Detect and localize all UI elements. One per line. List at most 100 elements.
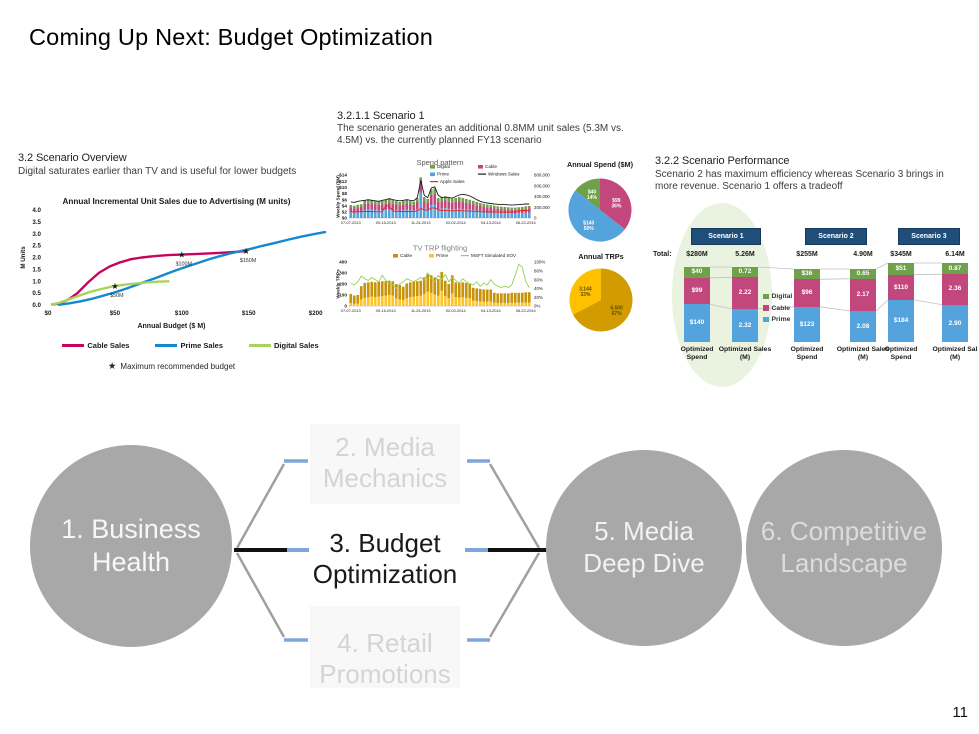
bar-cable [405, 203, 409, 210]
y2-tick-label: 400,000 [534, 194, 550, 199]
bar-segment-digital: 0.65 [850, 269, 876, 279]
bar-prime [461, 297, 465, 306]
bar-axis-label-line: Optimized Sales [836, 346, 890, 353]
bar-digital [506, 207, 510, 210]
bar-axis-label: Optimized Sales (M) [831, 346, 895, 362]
bar-prime [471, 210, 475, 218]
x-tick-label: $50 [110, 310, 121, 317]
x-tick-label: 11-24-2013 [411, 308, 431, 313]
bar-cable [496, 208, 500, 213]
series-cable-sales [50, 249, 248, 306]
line-apple-sales [350, 205, 530, 213]
bar-prime [405, 298, 409, 306]
bar-axis-label-line: Optimized [884, 346, 918, 353]
legend-item-cable: Cable [763, 305, 790, 312]
y-tick-label: $12 [339, 179, 347, 184]
x-tick-label: $200 [309, 310, 323, 317]
y-tick-label: 3.5 [32, 219, 41, 226]
bar-digital [496, 206, 500, 209]
chart-element: 33% [580, 292, 591, 298]
flow-step-label-line: 6. Competitive [760, 516, 928, 547]
scenario1-body: The scenario generates an additional 0.8… [337, 123, 624, 146]
bar-digital [394, 201, 398, 205]
bar-prime [363, 210, 367, 218]
bar-cable [510, 209, 514, 214]
bar-prime [471, 300, 475, 306]
bar-prime [475, 210, 479, 218]
bar-segment-prime: $140 [684, 304, 710, 342]
bar-prime [412, 296, 416, 306]
bar-cable [485, 207, 489, 212]
pie-title: Annual Spend ($M) [567, 160, 634, 169]
flow-step-label-line: Deep Dive [583, 548, 705, 578]
legend-item-prime: Prime [763, 316, 790, 323]
bar-prime [429, 205, 433, 218]
bar-digital [524, 206, 528, 209]
y2-tick-label: 100% [534, 260, 545, 265]
bar-prime [398, 210, 402, 218]
bar-cable [373, 204, 377, 211]
chart-element: $140 [583, 220, 594, 226]
bar-prime [363, 297, 367, 306]
bar-prime [468, 298, 472, 306]
y2-tick-label: 40% [534, 286, 543, 291]
legend-swatch [155, 344, 178, 347]
bar-prime [387, 209, 391, 218]
pie-slice-digital [575, 178, 600, 210]
bar-cable [468, 203, 472, 210]
bar-segment-cable: $110 [888, 274, 914, 300]
sales-total: 6.14M [945, 251, 965, 258]
bar-prime [387, 295, 391, 306]
bar-digital [489, 205, 493, 208]
bar-cable [447, 201, 451, 209]
y2-tick-label: 600,000 [534, 183, 550, 188]
spend-total: $345M [890, 251, 912, 258]
connector-line [913, 299, 943, 305]
bar-cable [412, 281, 416, 297]
bar-prime [520, 302, 524, 306]
bar-cable [391, 281, 395, 296]
bar-segment-prime: $184 [888, 299, 914, 342]
bar-cable [415, 202, 419, 210]
bar-prime [457, 208, 461, 218]
bar-digital [366, 199, 370, 204]
bar-cable [503, 209, 507, 214]
bar-cable [510, 292, 514, 303]
bar-digital [380, 200, 384, 205]
bar-digital [387, 198, 391, 203]
bar-prime [450, 293, 454, 306]
bar-prime [454, 297, 458, 306]
bar-prime [457, 297, 461, 306]
x-tick-label: 04-13-2014 [481, 308, 502, 313]
bar-cable [394, 204, 398, 211]
bar-digital [359, 204, 363, 207]
flow-step-label-line: Optimization [312, 558, 458, 589]
pie-slice-label: 3,144 33% [579, 287, 592, 299]
bar-digital [370, 199, 374, 204]
bar-axis-label: Optimized Sales (M) [713, 346, 777, 362]
bar-prime [492, 212, 496, 218]
x-tick-label: $0 [45, 310, 52, 317]
y-tick-label: $4 [342, 203, 348, 208]
bar-digital [468, 199, 472, 204]
flow-step-budget-optimization: 3. Budget Optimization [285, 528, 485, 589]
bar-cable [503, 293, 507, 303]
bar-cable [356, 295, 360, 304]
bar-prime [408, 210, 412, 218]
bar-cable [443, 280, 447, 297]
chart-element: 50% [584, 226, 595, 232]
bar-digital [475, 202, 479, 206]
y-tick-label: 0 [344, 304, 347, 309]
bar-prime [482, 211, 486, 218]
legend-label: Cable [771, 304, 791, 312]
bar-digital [384, 199, 388, 204]
legend-label: Cable [485, 164, 497, 169]
bar-cable [520, 292, 524, 303]
legend-item-digital: Digital [763, 293, 792, 300]
max-budget-star-icon: ★ [111, 281, 119, 291]
bar-cable [461, 282, 465, 298]
bar-cable [464, 282, 468, 298]
bar-prime [391, 295, 395, 306]
bar-cable [377, 281, 381, 297]
flow-step-label-line: 3. Budget [329, 528, 441, 558]
